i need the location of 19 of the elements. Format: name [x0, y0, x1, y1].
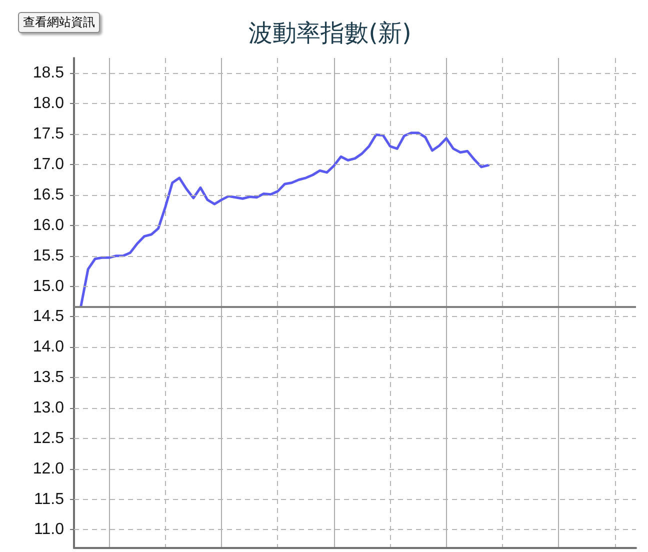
y-tick-label: 14.5 — [32, 308, 64, 326]
y-tick-label: 16.5 — [32, 186, 64, 204]
y-tick-label: 12.5 — [32, 430, 64, 447]
y-tick-label: 12.0 — [32, 460, 64, 478]
line-series — [80, 132, 490, 307]
y-tick-label: 17.0 — [32, 156, 64, 174]
y-tick-label: 11.5 — [34, 490, 64, 508]
y-tick-label: 15.0 — [32, 278, 64, 295]
y-tick-label: 16.0 — [32, 216, 64, 234]
y-tick-label: 13.5 — [32, 369, 64, 386]
y-tick-label: 13.0 — [32, 400, 64, 416]
text: 查看網站資訊 — [18, 12, 100, 33]
y-tick-label: 15.5 — [32, 247, 64, 264]
y-tick-label: 18.5 — [32, 64, 64, 82]
chart-title: 波動率指數(新) — [248, 19, 412, 47]
y-tick-label: 14.0 — [32, 338, 64, 356]
y-tick-label: 17.5 — [32, 126, 64, 143]
y-tick-label: 18.0 — [32, 95, 64, 112]
y-tick-label: 11.0 — [34, 521, 64, 538]
